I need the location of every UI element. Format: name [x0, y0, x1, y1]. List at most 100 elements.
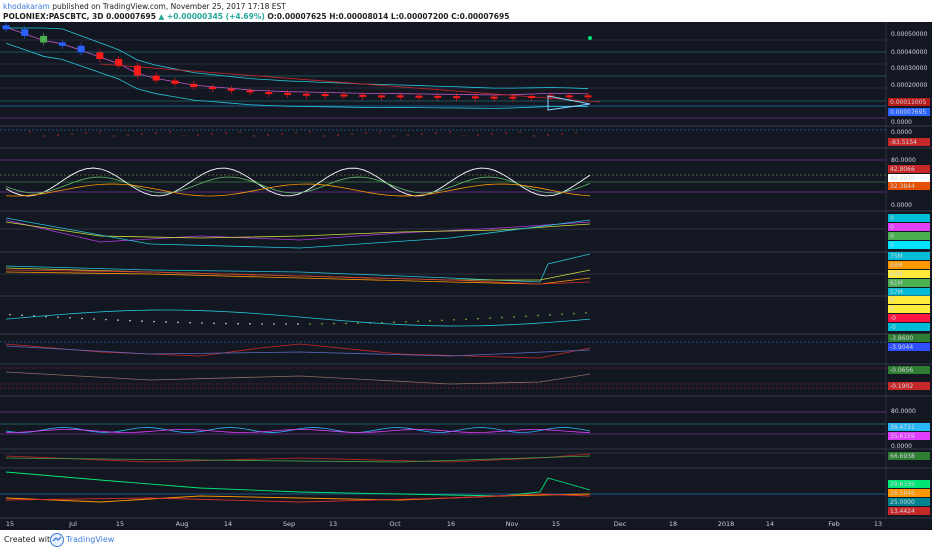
- indicator-dot: [155, 132, 157, 134]
- panel-8-value: -0.0656: [890, 367, 913, 374]
- indicator-dot: [129, 319, 131, 322]
- candle-body: [115, 59, 123, 66]
- panel-4-line-teal: [5, 217, 591, 249]
- indicator-dot: [273, 323, 275, 325]
- panel-3-tick: 80.0000: [891, 157, 916, 164]
- indicator-dot: [393, 135, 395, 137]
- candle-body: [21, 29, 29, 36]
- panel-11-value: 25.0000: [890, 499, 915, 506]
- panel-3-value-bg: [888, 182, 930, 190]
- indicator-dot: [43, 135, 45, 137]
- panel-3-value: 32.3844: [890, 183, 915, 190]
- panel-8-value-bg: [888, 382, 930, 390]
- panel-5-value-bg: [888, 261, 930, 269]
- panel-5-value: 68M: [890, 262, 903, 269]
- tradingview-brand[interactable]: TradingView: [66, 535, 115, 544]
- indicator-dot: [141, 133, 143, 135]
- indicator-dot: [407, 134, 409, 136]
- panel-5-value: 57M: [890, 289, 903, 296]
- panel-9-value-bg: [888, 423, 930, 431]
- bollinger-lower-line: [5, 42, 589, 109]
- indicator-dot: [253, 135, 255, 137]
- indicator-dot: [21, 314, 23, 317]
- indicator-dot: [211, 133, 213, 135]
- rsi-average-line: [5, 183, 591, 197]
- tradingview-logo-icon[interactable]: [50, 533, 64, 547]
- indicator-dot: [429, 320, 431, 322]
- price-tick: 0.00020000: [891, 82, 927, 89]
- price-tick: 0.00050000: [891, 31, 927, 38]
- panel-2-value: -83.5154: [890, 139, 917, 146]
- panel-4-value-bg: [888, 241, 930, 249]
- indicator-dot: [421, 133, 423, 135]
- indicator-dot: [549, 314, 551, 316]
- time-tick-label: Oct: [389, 520, 401, 528]
- indicator-dot: [519, 131, 521, 133]
- indicator-dot: [351, 133, 353, 135]
- indicator-dot: [323, 135, 325, 137]
- panel-5-value-bg: [888, 288, 930, 296]
- indicator-dot: [197, 134, 199, 136]
- candle-body: [190, 83, 198, 88]
- candle-body: [152, 75, 160, 81]
- panel-7-line-red: [5, 343, 591, 359]
- time-tick-label: Sep: [283, 520, 295, 528]
- panel-9-tick: 0.0000: [891, 443, 912, 450]
- candle-body: [359, 94, 367, 97]
- indicator-dot: [393, 321, 395, 323]
- panel-11-value: 28.6339: [890, 481, 915, 488]
- panel-8-value-bg: [888, 366, 930, 374]
- chart-footer: Created with TradingView: [0, 530, 932, 550]
- indicator-dot: [365, 132, 367, 134]
- price-level-label: 0.00011005: [890, 99, 926, 106]
- panel-4-value-bg: [888, 223, 930, 231]
- panel-9-line-magenta: [5, 429, 591, 433]
- panel-4-line-yellow: [5, 221, 591, 239]
- panel-6-value: 0: [890, 297, 894, 304]
- indicator-dot: [225, 132, 227, 134]
- indicator-dot: [477, 317, 479, 320]
- candle-body: [227, 88, 235, 91]
- indicator-dot: [449, 131, 451, 133]
- indicator-dot: [93, 318, 95, 320]
- indicator-dot: [239, 131, 241, 133]
- panel-7-value-bg: [888, 334, 930, 342]
- indicator-dot: [379, 131, 381, 133]
- indicator-dot: [441, 319, 443, 322]
- indicator-dot: [505, 132, 507, 134]
- candle-body: [284, 92, 292, 95]
- indicator-dot: [321, 322, 323, 325]
- panel-6-value: 0: [890, 306, 894, 313]
- indicator-dot: [573, 312, 575, 315]
- price-tick: 0.0000: [891, 119, 912, 126]
- panel-9-value: 35.6159: [890, 433, 915, 440]
- chart-canvas[interactable]: 0.00050000 0.00040000 0.00030000 0.00020000…: [0, 22, 932, 530]
- indicator-dot: [465, 318, 467, 321]
- panel-2-tick: 0.0000: [891, 129, 912, 136]
- indicator-dot: [285, 323, 287, 325]
- indicator-dot: [99, 131, 101, 133]
- panel-4-value: 0: [890, 233, 894, 240]
- last-price-label: 0.00007695: [890, 109, 926, 116]
- indicator-dot: [57, 316, 59, 318]
- chart-area[interactable]: 0.00050000 0.00040000 0.00030000 0.00020000…: [0, 22, 932, 530]
- panel-10-value: 66.6938: [890, 453, 915, 460]
- candle-body: [171, 80, 179, 84]
- candle-body: [302, 93, 310, 96]
- panel-11-value-bg: [888, 498, 930, 506]
- panel-11-value: 26.5846: [890, 490, 915, 497]
- indicator-dot: [57, 134, 59, 136]
- time-tick-label: Dec: [614, 520, 627, 528]
- indicator-dot: [105, 318, 107, 321]
- indicator-dot: [537, 314, 539, 317]
- panel-6-value: -0: [890, 315, 896, 322]
- panel-8-line-brown: [5, 371, 591, 385]
- author-link[interactable]: khodakaram: [3, 2, 50, 11]
- candle-body: [246, 90, 254, 93]
- indicator-dot: [189, 321, 191, 324]
- panel-11-value: 13.4424: [890, 508, 915, 515]
- time-tick-label: Feb: [828, 520, 840, 528]
- indicator-dot: [333, 322, 335, 325]
- time-tick-label: 18: [669, 520, 677, 528]
- time-tick-label: Aug: [176, 520, 189, 528]
